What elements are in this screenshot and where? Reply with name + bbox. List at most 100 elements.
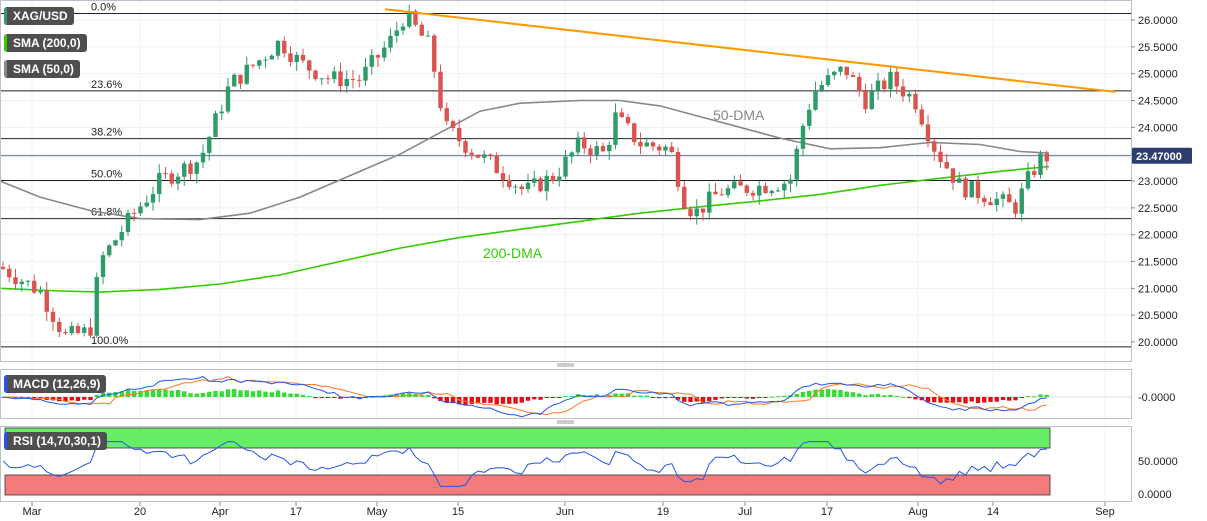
macd-histogram-bar	[888, 394, 893, 397]
macd-histogram-bar	[244, 390, 249, 397]
candle-body	[982, 197, 987, 203]
macd-histogram-bar	[1000, 397, 1006, 401]
macd-histogram-bar	[288, 393, 293, 397]
candle-body	[163, 173, 168, 175]
candle-body	[613, 112, 618, 145]
macd-histogram-bar	[694, 397, 699, 402]
price-tick-label: 26.0000	[1138, 15, 1178, 27]
candle-body	[494, 155, 499, 174]
rsi-tick-label: 50.0000	[1138, 456, 1178, 468]
candle-body	[650, 142, 656, 147]
candle-body	[400, 26, 406, 31]
fib-label: 23.6%	[91, 79, 122, 91]
macd-histogram-bar	[75, 397, 81, 401]
rsi-overbought-zone	[4, 427, 1051, 449]
macd-histogram-bar	[1032, 396, 1037, 398]
candle-body	[463, 141, 468, 153]
symbol-tag[interactable]: XAG/USD	[4, 7, 74, 25]
candle-body	[125, 212, 131, 233]
candle-body	[425, 35, 431, 37]
candle-body	[782, 183, 787, 191]
time-tick-label: Apr	[211, 506, 228, 518]
macd-histogram-bar	[332, 397, 337, 398]
candle-body	[419, 24, 424, 36]
fib-label: 38.2%	[91, 127, 122, 139]
candle-body	[332, 71, 337, 80]
rsi-zones	[4, 427, 1051, 496]
macd-histogram-bar	[125, 389, 131, 397]
last-price-marker: 23.47000	[1132, 147, 1192, 164]
candle-body	[744, 185, 749, 193]
macd-histogram-bar	[394, 393, 399, 397]
macd-histogram-bar	[700, 397, 706, 404]
candle-body	[75, 326, 81, 333]
macd-histogram-bar	[988, 397, 993, 402]
macd-histogram-bar	[863, 395, 868, 397]
candle-body	[257, 60, 262, 66]
candle-body	[769, 190, 774, 194]
macd-histogram-bar	[182, 391, 187, 397]
candle-body	[1013, 202, 1018, 214]
candle-body	[69, 326, 74, 334]
candle-body	[725, 188, 731, 196]
macd-histogram-bar	[638, 395, 643, 397]
macd-histogram-bar	[213, 390, 218, 397]
candle-body	[469, 152, 474, 155]
macd-histogram-bar	[163, 389, 168, 397]
candle-body	[619, 112, 624, 118]
candle-body	[588, 148, 593, 156]
pane-resize-handle[interactable]	[557, 363, 574, 367]
macd-histogram-bar	[869, 394, 874, 397]
candle-body	[600, 146, 606, 152]
candle-body	[232, 74, 237, 87]
macd-histogram-bar	[169, 390, 174, 397]
macd-histogram-bar	[850, 392, 856, 397]
macd-histogram-bar	[313, 397, 318, 399]
label-50dma: 50-DMA	[713, 107, 765, 123]
rsi-tag[interactable]: RSI (14,70,30,1)	[4, 432, 108, 450]
candle-body	[350, 79, 356, 81]
candle-body	[625, 117, 631, 124]
label-200dma: 200-DMA	[483, 245, 543, 261]
sma50-tag[interactable]: SMA (50,0)	[4, 60, 80, 78]
candle-body	[244, 64, 249, 84]
macd-histogram-bar	[338, 397, 343, 399]
candle-body	[450, 121, 456, 128]
candle-body	[919, 109, 924, 125]
macd-histogram-bar	[882, 395, 887, 397]
candle-body	[1019, 188, 1024, 214]
macd-histogram-bar	[307, 396, 312, 398]
candle-body	[150, 194, 156, 203]
macd-histogram-bar	[400, 393, 406, 397]
macd-histogram-bar	[732, 397, 737, 398]
price-tick-label: 21.0000	[1138, 283, 1178, 295]
macd-tag[interactable]: MACD (12,26,9)	[4, 375, 107, 393]
macd-histogram-bar	[263, 391, 268, 397]
moving-averages	[0, 99, 1050, 293]
sma200-tag[interactable]: SMA (200,0)	[4, 34, 87, 52]
macd-histogram-bar	[138, 390, 143, 397]
candle-body	[250, 64, 256, 66]
macd-histogram-bar	[994, 397, 999, 402]
candle-body	[882, 80, 887, 90]
candle-body	[907, 93, 912, 97]
pane-resize-handle[interactable]	[557, 420, 574, 424]
price-tick-label: 20.0000	[1138, 337, 1178, 349]
candle-body	[32, 280, 37, 293]
candle-body	[713, 191, 718, 195]
macd-histogram-bar	[607, 395, 612, 397]
candle-body	[313, 70, 318, 80]
macd-histogram-bar	[488, 397, 493, 403]
candle-body	[182, 163, 187, 177]
candle-body	[563, 156, 568, 177]
price-tick-label: 21.5000	[1138, 257, 1178, 269]
macd-histogram-bar	[925, 397, 931, 403]
rsi-label: RSI (14,70,30,1)	[13, 434, 102, 448]
macd-histogram-bar	[938, 397, 943, 403]
candle-body	[300, 54, 306, 61]
price-tick-label: 22.0000	[1138, 230, 1178, 242]
macd-pane-border	[0, 369, 1132, 419]
candle-body	[763, 185, 768, 194]
time-tick-label: Mar	[23, 506, 42, 518]
candle-body	[138, 206, 143, 214]
